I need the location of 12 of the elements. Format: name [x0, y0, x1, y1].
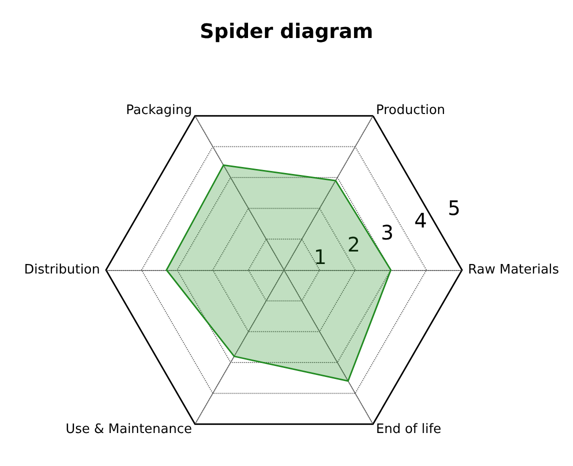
spoke-label: Packaging	[126, 103, 192, 118]
y-tick-label: 4	[414, 208, 427, 232]
spoke-label: Distribution	[24, 262, 100, 278]
chart-title: Spider diagram	[200, 19, 374, 43]
y-tick-label: 5	[448, 196, 460, 220]
y-tick-label: 2	[347, 232, 360, 257]
y-tick-label: 1	[314, 244, 327, 269]
spoke-label: Production	[376, 103, 446, 118]
spoke-label: Raw Materials	[468, 262, 560, 278]
y-tick-label: 3	[380, 220, 394, 244]
spoke-label: Use & Maintenance	[66, 422, 192, 437]
spoke-label: End of life	[376, 422, 442, 437]
